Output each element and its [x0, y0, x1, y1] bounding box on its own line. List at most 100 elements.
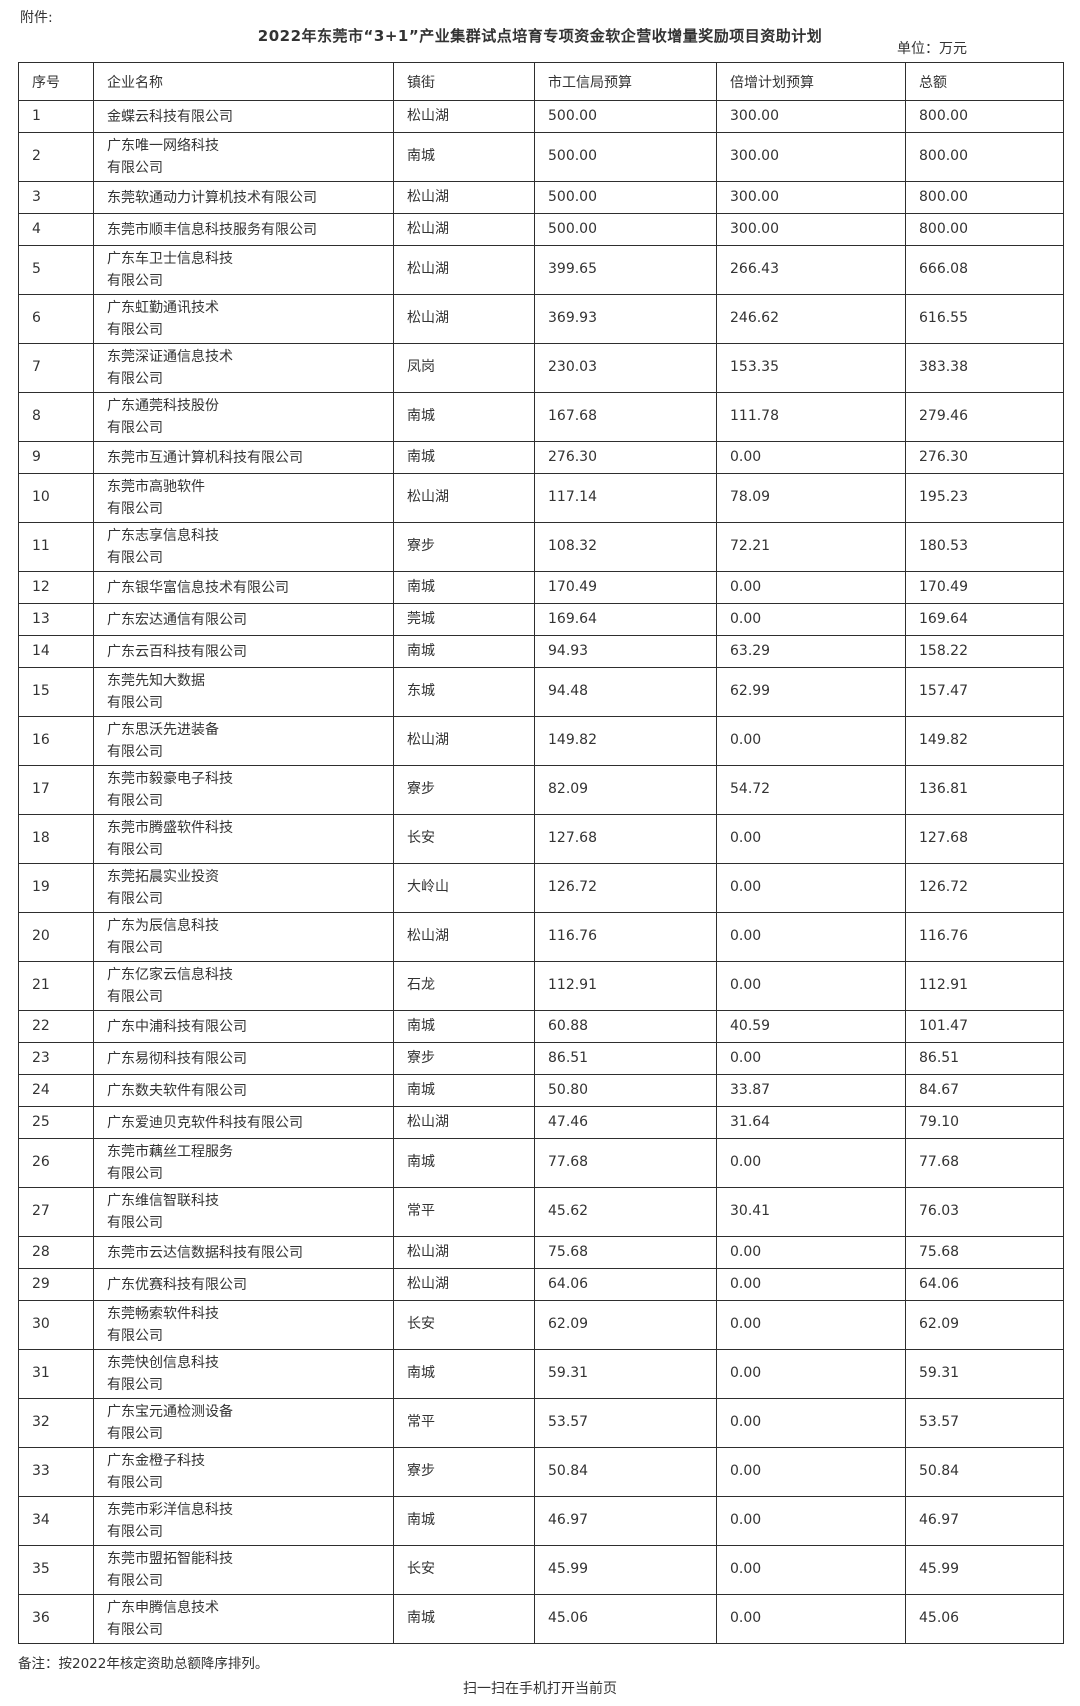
- plan-budget-cell: 0.00: [716, 1236, 906, 1269]
- town-cell: 南城: [393, 1594, 535, 1644]
- total-cell: 62.09: [905, 1300, 1064, 1350]
- table-row: 5 广东车卫士信息科技 有限公司 松山湖 399.65 266.43 666.08: [18, 245, 1064, 295]
- town-cell: 南城: [393, 132, 535, 182]
- scan-qr-link[interactable]: 扫一扫在手机打开当前页: [463, 1681, 617, 1697]
- plan-budget-cell: 72.21: [716, 522, 906, 572]
- plan-budget-cell: 30.41: [716, 1187, 906, 1237]
- plan-budget-cell: 0.00: [716, 1447, 906, 1497]
- bureau-budget-cell: 77.68: [534, 1138, 717, 1188]
- row-index-cell: 9: [18, 441, 94, 474]
- plan-budget-cell: 0.00: [716, 603, 906, 636]
- bureau-budget-cell: 117.14: [534, 473, 717, 523]
- row-index-cell: 5: [18, 245, 94, 295]
- bureau-budget-cell: 45.06: [534, 1594, 717, 1644]
- bureau-budget-cell: 64.06: [534, 1268, 717, 1301]
- plan-budget-cell: 0.00: [716, 1138, 906, 1188]
- plan-budget-cell: 54.72: [716, 765, 906, 815]
- total-cell: 45.99: [905, 1545, 1064, 1595]
- bureau-budget-cell: 169.64: [534, 603, 717, 636]
- row-index-cell: 16: [18, 716, 94, 766]
- total-cell: 77.68: [905, 1138, 1064, 1188]
- total-cell: 136.81: [905, 765, 1064, 815]
- table-row: 25 广东爱迪贝克软件科技有限公司 松山湖 47.46 31.64 79.10: [18, 1106, 1064, 1139]
- total-cell: 127.68: [905, 814, 1064, 864]
- table-row: 36 广东申腾信息技术 有限公司 南城 45.06 0.00 45.06: [18, 1594, 1064, 1644]
- company-name-cell: 东莞市藕丝工程服务 有限公司: [93, 1138, 394, 1188]
- town-cell: 松山湖: [393, 100, 535, 133]
- row-index-cell: 10: [18, 473, 94, 523]
- table-row: 12 广东银华富信息技术有限公司 南城 170.49 0.00 170.49: [18, 571, 1064, 604]
- plan-budget-cell: 0.00: [716, 1398, 906, 1448]
- table-row: 21 广东亿家云信息科技 有限公司 石龙 112.91 0.00 112.91: [18, 961, 1064, 1011]
- company-name-cell: 广东虹勤通讯技术 有限公司: [93, 294, 394, 344]
- bureau-budget-cell: 399.65: [534, 245, 717, 295]
- plan-budget-cell: 300.00: [716, 181, 906, 214]
- table-row: 14 广东云百科技有限公司 南城 94.93 63.29 158.22: [18, 635, 1064, 668]
- table-row: 13 广东宏达通信有限公司 莞城 169.64 0.00 169.64: [18, 603, 1064, 636]
- town-cell: 松山湖: [393, 245, 535, 295]
- table-row: 23 广东易彻科技有限公司 寮步 86.51 0.00 86.51: [18, 1042, 1064, 1075]
- town-cell: 南城: [393, 1010, 535, 1043]
- bureau-budget-cell: 60.88: [534, 1010, 717, 1043]
- bureau-budget-cell: 62.09: [534, 1300, 717, 1350]
- table-row: 16 广东思沃先进装备 有限公司 松山湖 149.82 0.00 149.82: [18, 716, 1064, 766]
- company-name-cell: 广东爱迪贝克软件科技有限公司: [93, 1106, 394, 1139]
- company-name-cell: 广东宏达通信有限公司: [93, 603, 394, 636]
- town-cell: 寮步: [393, 1447, 535, 1497]
- plan-budget-cell: 0.00: [716, 961, 906, 1011]
- town-cell: 寮步: [393, 1042, 535, 1075]
- company-name-cell: 广东宝元通检测设备 有限公司: [93, 1398, 394, 1448]
- bureau-budget-cell: 126.72: [534, 863, 717, 913]
- row-index-cell: 18: [18, 814, 94, 864]
- company-name-cell: 东莞市云达信数据科技有限公司: [93, 1236, 394, 1269]
- plan-budget-cell: 0.00: [716, 1268, 906, 1301]
- bureau-budget-cell: 47.46: [534, 1106, 717, 1139]
- town-cell: 长安: [393, 1545, 535, 1595]
- company-name-cell: 东莞市高驰软件 有限公司: [93, 473, 394, 523]
- company-name-cell: 东莞畅索软件科技 有限公司: [93, 1300, 394, 1350]
- company-name-cell: 东莞市腾盛软件科技 有限公司: [93, 814, 394, 864]
- plan-budget-cell: 300.00: [716, 132, 906, 182]
- company-name-cell: 广东中浦科技有限公司: [93, 1010, 394, 1043]
- row-index-cell: 2: [18, 132, 94, 182]
- total-cell: 149.82: [905, 716, 1064, 766]
- row-index-cell: 28: [18, 1236, 94, 1269]
- table-row: 4 东莞市顺丰信息科技服务有限公司 松山湖 500.00 300.00 800.00: [18, 213, 1064, 246]
- table-row: 34 东莞市彩洋信息科技 有限公司 南城 46.97 0.00 46.97: [18, 1496, 1064, 1546]
- total-cell: 64.06: [905, 1268, 1064, 1301]
- plan-budget-cell: 0.00: [716, 814, 906, 864]
- total-cell: 76.03: [905, 1187, 1064, 1237]
- row-index-cell: 19: [18, 863, 94, 913]
- bureau-budget-cell: 45.62: [534, 1187, 717, 1237]
- plan-budget-cell: 0.00: [716, 1042, 906, 1075]
- row-index-cell: 31: [18, 1349, 94, 1399]
- company-name-cell: 东莞先知大数据 有限公司: [93, 667, 394, 717]
- row-index-cell: 27: [18, 1187, 94, 1237]
- plan-budget-cell: 0.00: [716, 1545, 906, 1595]
- row-index-cell: 21: [18, 961, 94, 1011]
- company-name-cell: 广东车卫士信息科技 有限公司: [93, 245, 394, 295]
- company-name-cell: 东莞软通动力计算机技术有限公司: [93, 181, 394, 214]
- bureau-budget-cell: 94.93: [534, 635, 717, 668]
- header-row: 序号 企业名称 镇街 市工信局预算 倍增计划预算 总额: [18, 62, 1064, 101]
- company-name-cell: 广东为辰信息科技 有限公司: [93, 912, 394, 962]
- row-index-cell: 30: [18, 1300, 94, 1350]
- table-row: 7 东莞深证通信息技术 有限公司 凤岗 230.03 153.35 383.38: [18, 343, 1064, 393]
- note-line: 备注：按2022年核定资助总额降序排列。: [18, 1656, 269, 1672]
- total-cell: 157.47: [905, 667, 1064, 717]
- unit-label: 单位：万元: [897, 41, 967, 57]
- town-cell: 石龙: [393, 961, 535, 1011]
- row-index-cell: 1: [18, 100, 94, 133]
- bureau-budget-cell: 167.68: [534, 392, 717, 442]
- total-cell: 169.64: [905, 603, 1064, 636]
- plan-budget-cell: 111.78: [716, 392, 906, 442]
- table-row: 22 广东中浦科技有限公司 南城 60.88 40.59 101.47: [18, 1010, 1064, 1043]
- table-row: 18 东莞市腾盛软件科技 有限公司 长安 127.68 0.00 127.68: [18, 814, 1064, 864]
- total-cell: 75.68: [905, 1236, 1064, 1269]
- row-index-cell: 35: [18, 1545, 94, 1595]
- total-cell: 276.30: [905, 441, 1064, 474]
- table-row: 28 东莞市云达信数据科技有限公司 松山湖 75.68 0.00 75.68: [18, 1236, 1064, 1269]
- total-cell: 383.38: [905, 343, 1064, 393]
- table-row: 10 东莞市高驰软件 有限公司 松山湖 117.14 78.09 195.23: [18, 473, 1064, 523]
